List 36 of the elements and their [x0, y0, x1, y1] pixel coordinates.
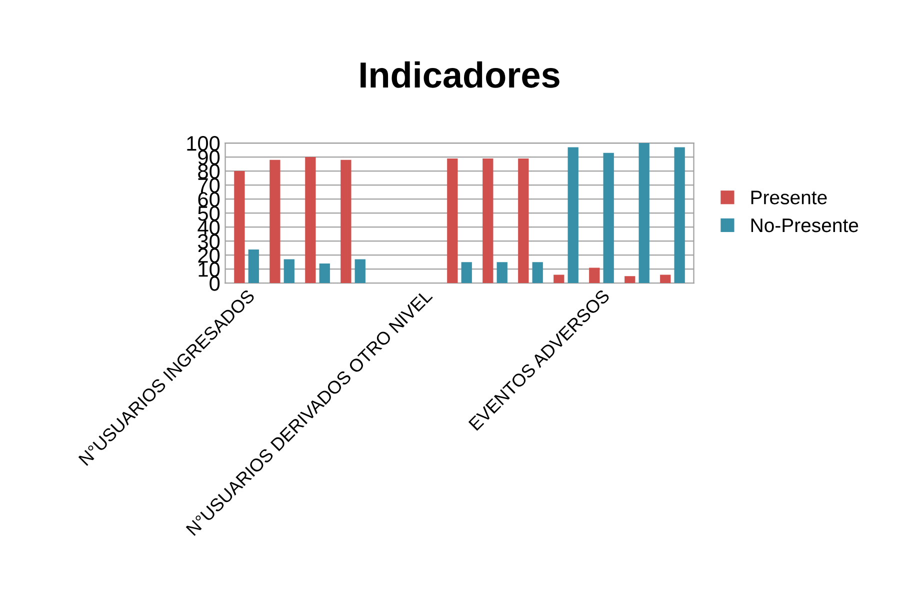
- legend-label: Presente: [751, 190, 827, 204]
- bar: [234, 171, 245, 284]
- bar: [568, 147, 578, 284]
- y-tick-label: 10: [198, 262, 220, 277]
- bar: [284, 259, 294, 284]
- bar: [482, 158, 494, 284]
- y-tick-label: 80: [198, 164, 220, 179]
- y-tick-label: 30: [198, 234, 220, 249]
- bar: [447, 158, 458, 284]
- y-tick-label: 40: [198, 220, 220, 235]
- bar: [603, 152, 614, 284]
- bar: [589, 268, 600, 284]
- bar: [340, 160, 352, 284]
- y-tick-label: 60: [198, 192, 220, 207]
- y-tick-label: 70: [198, 178, 220, 193]
- bar: [674, 147, 685, 284]
- y-tick-label: 0: [210, 276, 220, 291]
- legend-label: No-Presente: [751, 218, 858, 232]
- bar: [305, 157, 316, 284]
- bar: [496, 262, 508, 284]
- bar: [660, 274, 671, 284]
- bar: [638, 143, 650, 284]
- y-tick-label: 20: [198, 248, 220, 263]
- bar: [554, 274, 564, 284]
- bar: [248, 249, 259, 284]
- bar: [270, 160, 280, 284]
- bar: [532, 262, 543, 284]
- bar: [354, 259, 366, 284]
- bar: [624, 276, 636, 284]
- y-tick-label: 100: [187, 136, 220, 151]
- bar: [518, 158, 529, 284]
- chart-title: Indicadores: [360, 61, 560, 88]
- bar: [461, 262, 472, 284]
- bar: [319, 263, 330, 284]
- y-tick-label: 90: [198, 150, 220, 165]
- y-tick-label: 50: [198, 206, 220, 221]
